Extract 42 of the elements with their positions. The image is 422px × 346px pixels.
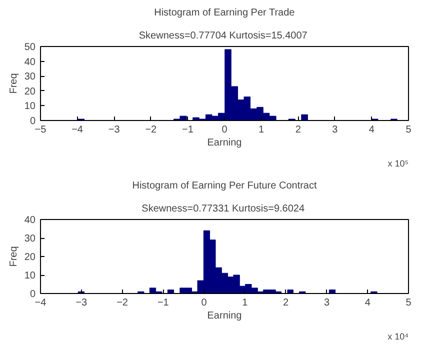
y-axis-title: Freq (8, 246, 20, 267)
y-tick-label: 30 (24, 234, 36, 244)
x-tick-label: 0 (201, 298, 208, 308)
x-tick-label: 0 (222, 124, 228, 136)
chart-subtitle: Skewness=0.77704 Kurtosis=15.4007 (138, 30, 308, 42)
x-axis-title: Earning (207, 138, 242, 148)
x-tick-label: −5 (34, 124, 47, 136)
x-tick-label: 1 (258, 124, 265, 136)
y-tick-label: 10 (24, 270, 36, 282)
chart-subtitle: Skewness=0.77331 Kurtosis=9.6024 (142, 204, 305, 214)
y-tick-label: 20 (24, 252, 36, 263)
x-tick-label: −1 (182, 124, 194, 136)
x-tick-label: 5 (406, 298, 412, 308)
y-tick-label: 50 (24, 42, 36, 53)
x-tick-label: 2 (295, 124, 302, 136)
y-tick-label: 10 (24, 101, 36, 112)
x-tick-label: 4 (364, 298, 371, 308)
text: x 10⁴ (388, 332, 409, 342)
x-tick-label: 5 (406, 124, 412, 136)
y-tick-label: 40 (24, 215, 36, 226)
x-tick-label: −3 (108, 124, 120, 136)
chart-title: Histogram of Earning Per Trade (154, 8, 296, 18)
x-tick-label: 4 (368, 124, 375, 136)
chart-title: Histogram of Earning Per Future Contract (132, 180, 317, 192)
x-tick-label: −3 (76, 298, 88, 308)
y-tick-label: 0 (30, 289, 36, 300)
x-tick-label: 1 (242, 298, 248, 308)
y-tick-label: 40 (24, 56, 36, 68)
x-tick-label: −2 (145, 124, 158, 136)
y-tick-label: 0 (30, 116, 36, 127)
text: x 10⁵ (388, 158, 409, 168)
x-tick-label: −2 (116, 298, 128, 308)
x-axis-title: Earning (207, 310, 242, 322)
x-tick-label: −4 (34, 298, 47, 308)
x-tick-label: 3 (324, 298, 330, 308)
x-tick-label: 2 (283, 298, 290, 308)
y-axis-title: Freq (8, 73, 20, 94)
x-tick-label: −4 (72, 124, 84, 136)
y-tick-label: 30 (24, 72, 36, 83)
x-tick-label: −1 (157, 298, 170, 308)
x-tick-label: 3 (332, 124, 338, 136)
y-tick-label: 20 (24, 86, 36, 98)
